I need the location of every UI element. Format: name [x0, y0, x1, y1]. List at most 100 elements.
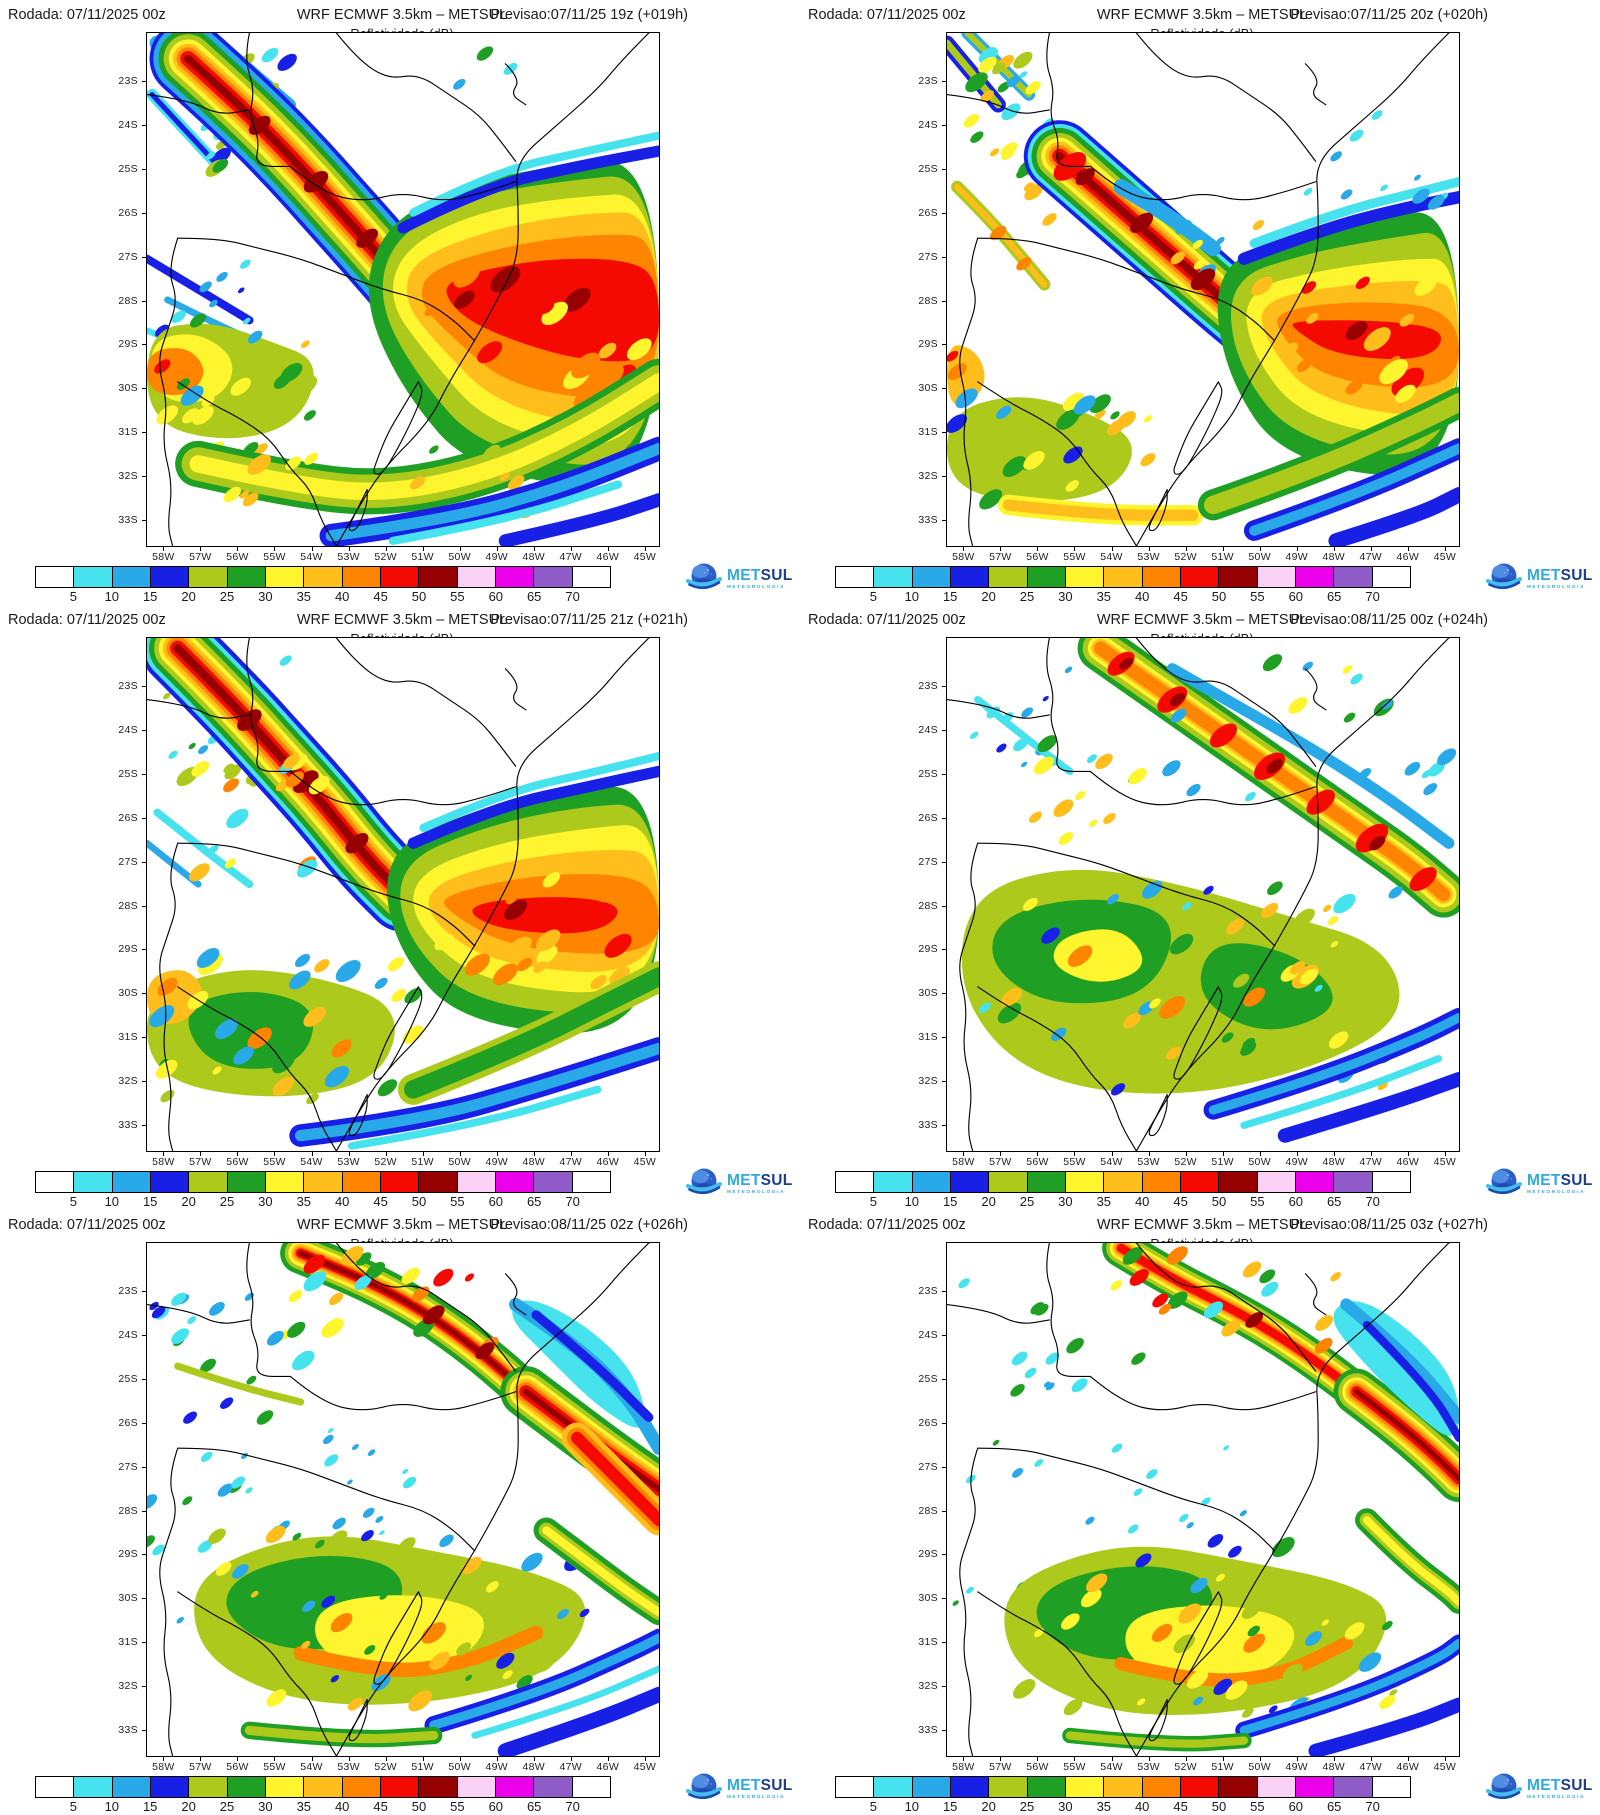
field-shape — [373, 1591, 423, 1685]
lon-label: 49W — [1285, 551, 1308, 563]
lon-label: 53W — [1137, 1156, 1160, 1168]
colorbar-segment — [1103, 567, 1142, 587]
colorbar-value: 60 — [1288, 1194, 1304, 1209]
lon-label: 52W — [374, 1761, 397, 1773]
field-cell — [1321, 1619, 1329, 1626]
colorbar-value: 15 — [942, 1799, 958, 1814]
lat-tick — [942, 80, 947, 82]
lon-tick — [963, 1756, 965, 1761]
lon-label: 51W — [411, 1156, 434, 1168]
lat-label: 24S — [918, 723, 938, 736]
colorbar-segment — [836, 1777, 874, 1797]
field-cell — [1136, 1698, 1146, 1706]
run-label: Rodada: 07/11/2025 00z — [808, 7, 966, 23]
field-shape — [959, 842, 979, 1151]
lat-tick — [942, 1554, 947, 1556]
field-cell — [315, 1539, 325, 1549]
field-cell — [1344, 1622, 1365, 1640]
field-cell — [272, 1076, 295, 1096]
field-cell — [1023, 182, 1035, 192]
lon-label: 47W — [1359, 551, 1383, 563]
field-cell — [208, 1528, 226, 1544]
lat-label: 29S — [118, 338, 138, 351]
lat-label: 32S — [118, 1680, 138, 1693]
field-cell — [308, 776, 330, 795]
field-cell — [329, 1292, 344, 1306]
forecast-panel: Rodada: 07/11/2025 00z WRF ECMWF 3.5km –… — [800, 605, 1600, 1210]
field-cell — [1427, 195, 1445, 210]
colorbar-value: 65 — [526, 1194, 542, 1209]
colorbar-segment — [533, 1777, 572, 1797]
field-cell — [1069, 1598, 1078, 1606]
logo-text-sul: SUL — [760, 1777, 793, 1795]
lat-label: 27S — [118, 855, 138, 868]
field-shape — [1308, 1697, 1459, 1756]
colorbar-value: 35 — [296, 589, 312, 604]
run-label: Rodada: 07/11/2025 00z — [808, 1217, 966, 1233]
colorbar-value: 35 — [1096, 1799, 1112, 1814]
field-cell — [224, 764, 242, 780]
field-cell — [1262, 654, 1283, 672]
colorbar-segment — [1294, 1172, 1334, 1192]
lon-label: 47W — [1359, 1761, 1383, 1773]
lat-label: 23S — [918, 74, 938, 87]
field-cell — [374, 977, 388, 989]
field-cell — [604, 933, 632, 958]
field-cell — [171, 1328, 190, 1344]
lon-label: 49W — [485, 551, 508, 563]
lon-label: 53W — [337, 1156, 360, 1168]
lon-tick — [1222, 546, 1224, 551]
field-cell — [979, 489, 1003, 510]
field-cell — [1041, 927, 1060, 944]
lon-label: 46W — [596, 1761, 620, 1773]
lon-tick — [200, 546, 202, 551]
field-cell — [214, 1018, 238, 1040]
field-shape — [177, 1591, 338, 1756]
field-cell — [212, 1066, 222, 1075]
logo-subtext: METEOROLOGIA — [727, 1794, 786, 1800]
lon-tick — [1148, 1756, 1150, 1761]
lon-label: 46W — [1396, 551, 1420, 563]
field-cell — [341, 1245, 364, 1266]
colorbar-value: 25 — [219, 1799, 235, 1814]
field-cell — [377, 1079, 398, 1097]
field-cell — [1261, 902, 1279, 918]
field-cell — [421, 1622, 446, 1644]
lon-tick — [274, 546, 276, 551]
lat-tick — [142, 476, 147, 478]
reflectivity-map: 23S 24S 25S 26S 27S 28S 29S 30S 31S 32S 33S 58W 57W 5… — [918, 1242, 1460, 1773]
field-cell — [1146, 1469, 1158, 1480]
lon-tick — [311, 546, 313, 551]
forecast-panel: Rodada: 07/11/2025 00z WRF ECMWF 3.5km –… — [800, 0, 1600, 605]
lon-tick — [1185, 546, 1187, 551]
colorbar-value: 5 — [69, 1799, 78, 1814]
field-cell — [401, 1267, 421, 1284]
field-shape — [1363, 1516, 1459, 1606]
field-cell — [1190, 1577, 1208, 1594]
field-cell — [1228, 1545, 1242, 1558]
field-shape — [1166, 663, 1455, 849]
field-cell — [215, 1561, 232, 1576]
lon-label: 57W — [189, 551, 212, 563]
colorbar-segment — [73, 1172, 112, 1192]
field-cell — [609, 966, 630, 986]
colorbar-swatches — [835, 1776, 1411, 1798]
field-cell — [516, 957, 533, 972]
lon-label: 58W — [952, 1761, 975, 1773]
colorbar-segment — [911, 1172, 950, 1192]
field-cell — [571, 352, 601, 379]
field-cell — [232, 1564, 249, 1579]
field-cell — [1243, 987, 1266, 1007]
lon-label: 55W — [1063, 1156, 1086, 1168]
field-shape — [147, 1303, 250, 1324]
colorbar-value: 10 — [904, 1799, 920, 1814]
reflectivity-colorbar: 5 10 15 20 25 30 35 40 45 50 55 60 65 70 — [35, 1171, 611, 1209]
field-cell — [424, 305, 437, 317]
field-cell — [1122, 1247, 1143, 1265]
colorbar-segment — [1179, 567, 1219, 587]
field-cell — [223, 778, 239, 793]
lat-tick — [942, 1642, 947, 1644]
field-cell — [465, 1674, 473, 1681]
lon-label: 57W — [189, 1761, 212, 1773]
